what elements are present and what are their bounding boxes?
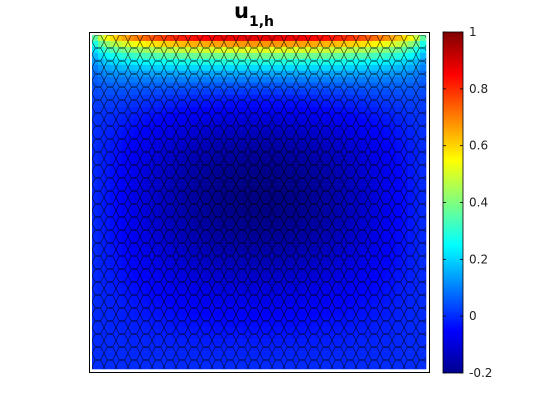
colorbar: -0.2 0 0.2 0.4 0.6 0.8 1 [442,25,492,380]
plot-area [89,32,430,373]
plot-frame [89,32,430,373]
chart-title-subscript: 1,h [249,14,274,30]
colorbar-tick-label: 0.2 [469,252,488,266]
colorbar-tick-label: 0.8 [469,82,488,96]
colorbar-tick-label: 0.6 [469,139,488,153]
mesh-overlay [92,35,426,369]
colorbar-tick-label: -0.2 [469,366,492,380]
colorbar-ticks: -0.2 0 0.2 0.4 0.6 0.8 1 [443,25,492,380]
colorbar-tick-label: 0.4 [469,196,488,210]
chart-title: u [234,0,249,23]
colorbar-tick-label: 0 [469,309,477,323]
title: u 1,h [234,0,274,30]
colorbar-tick-label: 1 [469,25,477,39]
